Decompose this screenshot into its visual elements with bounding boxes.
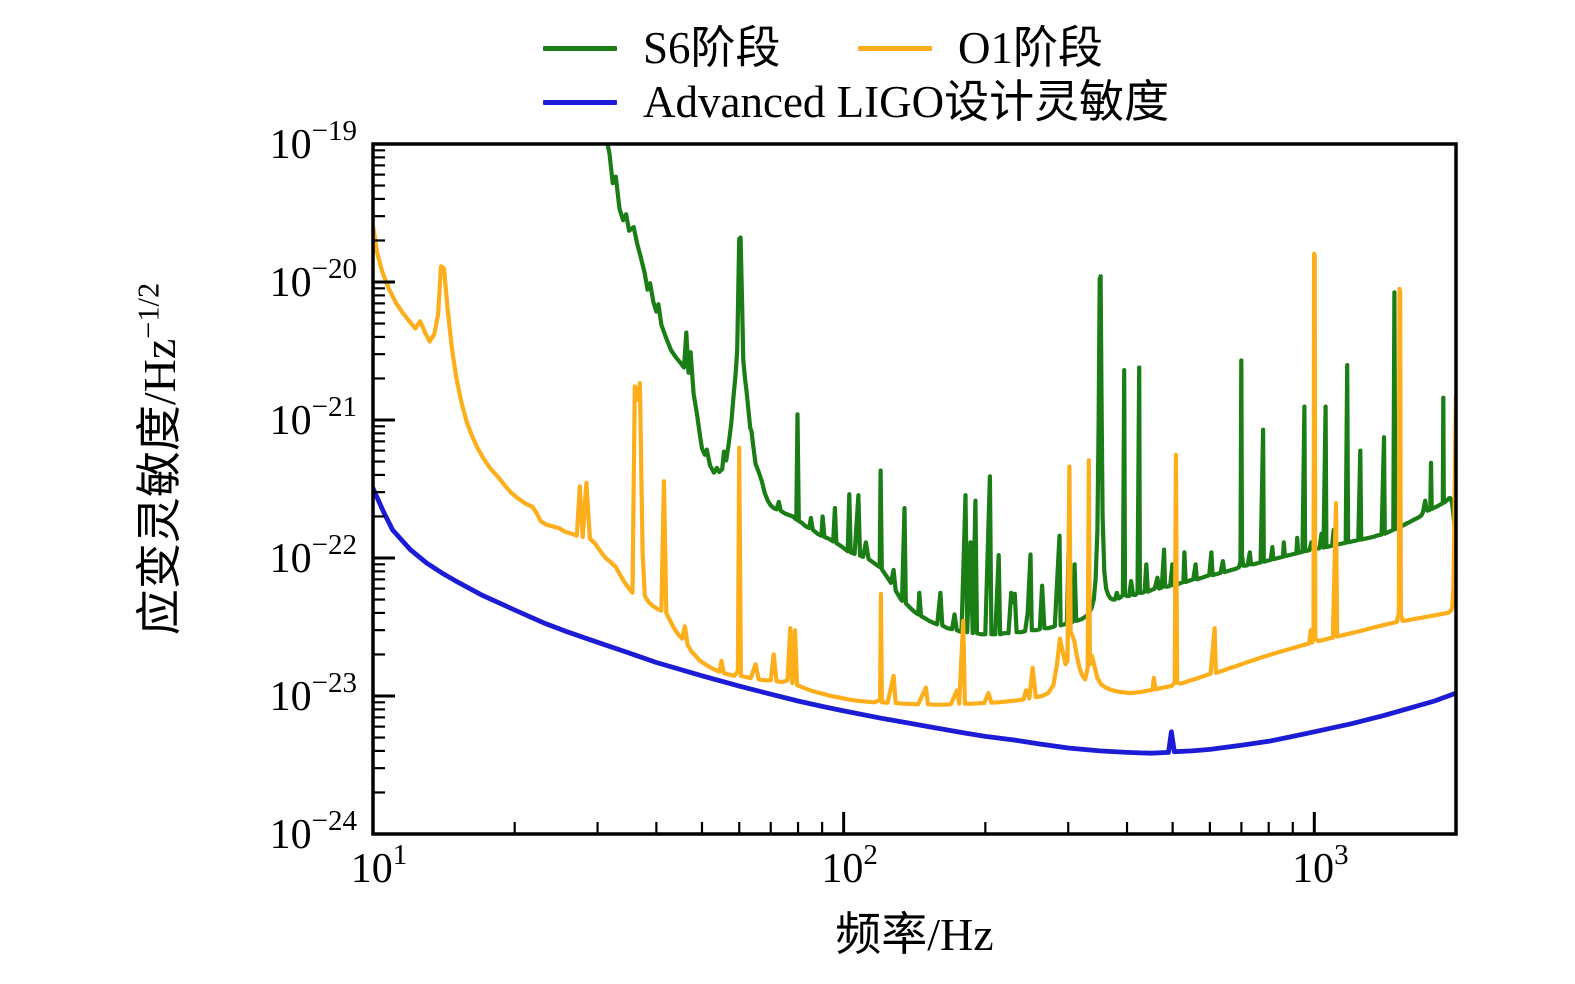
legend-item-s6: S6阶段 (543, 20, 781, 76)
legend-label-o1: O1阶段 (958, 23, 1103, 73)
plot-area (373, 144, 1456, 756)
curve-o1 (373, 223, 1456, 707)
y-tick-label: 10−24 (270, 805, 358, 858)
legend-line-aligo-swatch (543, 99, 617, 105)
legend-label-aligo: Advanced LIGO设计灵敏度 (643, 77, 1170, 127)
legend-item-aligo-design: Advanced LIGO设计灵敏度 (543, 74, 1169, 130)
y-tick-label: 10−21 (270, 391, 357, 444)
y-axis-title-sup: −1/2 (131, 282, 166, 339)
plot-frame (371, 142, 1458, 836)
curve-aligo-design (373, 485, 1456, 756)
legend-label-s6: S6阶段 (643, 23, 781, 73)
x-tick-label: 102 (821, 839, 878, 892)
y-tick-label: 10−23 (270, 667, 357, 720)
x-axis-title: 频率/Hz (835, 909, 994, 960)
x-tick-label: 103 (1292, 839, 1349, 892)
legend-item-o1: O1阶段 (858, 20, 1103, 76)
y-axis-title: 应变灵敏度/Hz−1/2 (123, 169, 185, 749)
curve-s6 (605, 144, 1456, 637)
y-tick-label: 10−20 (270, 253, 357, 306)
y-axis-title-text: 应变灵敏度/Hz (134, 338, 185, 636)
legend-line-s6-swatch (543, 45, 617, 51)
legend-line-o1-swatch (858, 45, 932, 51)
y-tick-label: 10−19 (270, 115, 357, 168)
y-tick-label: 10−22 (270, 529, 357, 582)
x-tick-label: 101 (351, 839, 408, 892)
